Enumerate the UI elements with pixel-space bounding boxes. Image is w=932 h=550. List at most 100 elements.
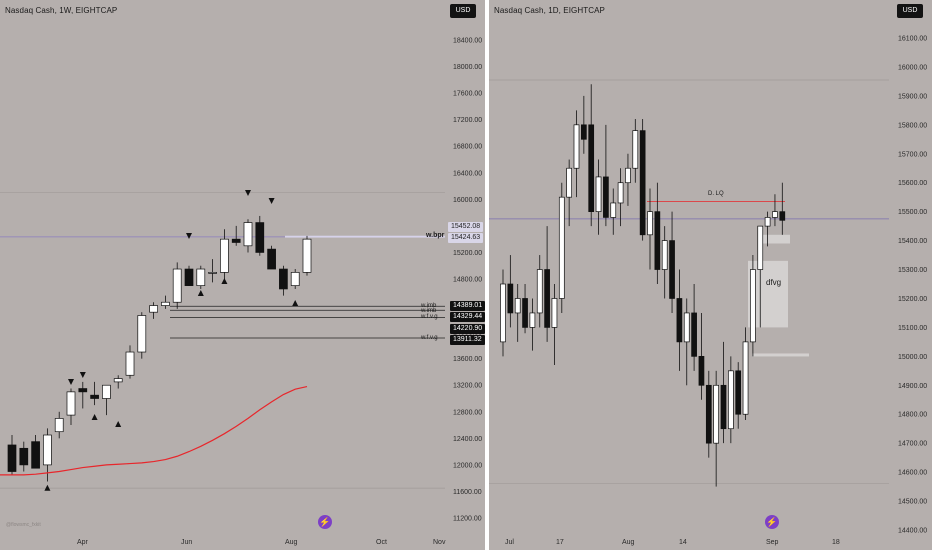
candle-body [500, 283, 506, 343]
price-tag-14329: 14329.44 [450, 312, 485, 322]
fractal-up-icon [44, 484, 51, 491]
candle-body [137, 315, 147, 353]
price-tag-14220: 14220.90 [450, 324, 485, 334]
price-axis-label: 13200.00 [453, 383, 482, 390]
fractal-up-icon [221, 278, 228, 284]
price-axis-label: 15800.00 [898, 122, 927, 129]
candle-body [757, 225, 764, 270]
candle-body [750, 269, 756, 343]
price-axis-label: 15000.00 [898, 354, 927, 361]
candle-body [610, 202, 617, 218]
price-axis-label: 14600.00 [898, 470, 927, 477]
price-axis-label: 15200.00 [453, 250, 482, 257]
price-tag-15452: 15452.08 [448, 222, 484, 232]
left-chart-canvas[interactable]: 18400.00 18000.00 17600.00 17200.00 16800.00… [0, 0, 485, 550]
price-tag-14389: 14389.01 [450, 301, 485, 311]
price-axis-label: 15700.00 [898, 151, 927, 158]
fractal-up-icon [91, 414, 98, 420]
candle-body [698, 356, 705, 386]
fractal-up-icon [115, 421, 122, 427]
time-label-aug-d: Aug [622, 539, 635, 546]
candle-body [639, 130, 646, 236]
candle-body [267, 248, 276, 270]
wfvg-label-2: w.f.v.g [421, 335, 438, 341]
dfvg-label: dfvg [766, 278, 782, 287]
wimb-label-1: w.imb [421, 303, 437, 309]
candle-body [255, 222, 265, 253]
fractal-down-icon [68, 379, 74, 385]
candle-body [514, 298, 521, 314]
wfvg-label-1: w.f.v.g [421, 314, 438, 320]
candle-body [184, 268, 194, 286]
candle-body [772, 211, 778, 218]
fractal-down-icon [245, 190, 251, 196]
candle-body [625, 167, 631, 184]
price-axis-label: 14800.00 [898, 412, 927, 419]
candle-body [647, 211, 653, 236]
candle-body [580, 124, 587, 140]
wbpr-label: w.bpr [426, 232, 445, 239]
candle-body [558, 196, 565, 299]
candle-body [735, 370, 742, 415]
candle-body [632, 130, 639, 169]
lightning-icon[interactable]: ⚡ [318, 515, 332, 529]
price-axis-label: 11600.00 [453, 489, 482, 496]
left-chart-panel[interactable]: 18400.00 18000.00 17600.00 17200.00 16800.00… [0, 0, 485, 550]
price-axis-label: 11200.00 [453, 516, 482, 523]
price-tag-15424: 15424.63 [448, 233, 484, 243]
candle-body [720, 384, 727, 430]
candle-body [705, 384, 712, 444]
lightning-icon-right[interactable]: ⚡ [765, 515, 779, 529]
candle-body [279, 268, 288, 290]
candle-body [54, 418, 64, 433]
left-watermark: @flowsmc_fxkit [6, 522, 41, 528]
right-chart-canvas[interactable]: 16100.00 16000.00 15900.00 15800.00 15700.00… [489, 0, 932, 550]
price-axis-label: 12400.00 [453, 436, 482, 443]
candle-body [536, 269, 543, 314]
fvg-line-lower [752, 353, 809, 357]
fvg-zone-upper [762, 234, 790, 244]
candle-body [764, 217, 771, 227]
right-chart-title: Nasdaq Cash, 1D, EIGHTCAP [494, 6, 605, 15]
panel-divider[interactable] [485, 0, 489, 550]
candle-body [125, 351, 135, 376]
time-label-sep: Sep [766, 539, 779, 546]
left-currency-button[interactable]: USD [450, 4, 476, 18]
price-axis-label: 15100.00 [898, 325, 927, 332]
moving-average-line [0, 385, 308, 476]
candle-body [566, 167, 573, 198]
candle-body [66, 391, 76, 416]
candle-body [617, 182, 624, 204]
time-label-aug: Aug [285, 539, 298, 546]
time-label-18: 18 [832, 539, 840, 546]
price-axis-label: 14800.00 [453, 277, 482, 284]
candle-body [742, 341, 749, 415]
candle-body [290, 272, 300, 286]
right-chart-panel[interactable]: 16100.00 16000.00 15900.00 15800.00 15700.00… [489, 0, 932, 550]
price-axis-label: 15200.00 [898, 296, 927, 303]
candle-body [31, 441, 40, 469]
candle-body [661, 240, 668, 270]
candle-body [19, 447, 29, 466]
candle-body [78, 388, 88, 393]
candle-body [507, 283, 514, 314]
candle-body [691, 312, 697, 357]
candle-body [43, 434, 52, 466]
price-tag-13911: 13911.32 [450, 335, 485, 345]
candle-body [113, 378, 123, 383]
candle-body [779, 211, 786, 221]
price-axis-label: 16000.00 [898, 64, 927, 71]
fractal-down-icon [268, 198, 275, 204]
candle-body [172, 268, 182, 303]
price-axis-label: 13600.00 [453, 356, 482, 363]
candle-body [669, 240, 675, 299]
candle-body [90, 394, 99, 399]
candle-body [161, 301, 170, 306]
right-currency-button[interactable]: USD [897, 4, 923, 18]
candle-body [220, 238, 229, 273]
candle-body [529, 312, 536, 328]
candle-body [654, 211, 661, 270]
price-axis-label: 15400.00 [898, 238, 927, 245]
price-axis-label: 14700.00 [898, 441, 927, 448]
fractal-up-icon [197, 290, 204, 296]
